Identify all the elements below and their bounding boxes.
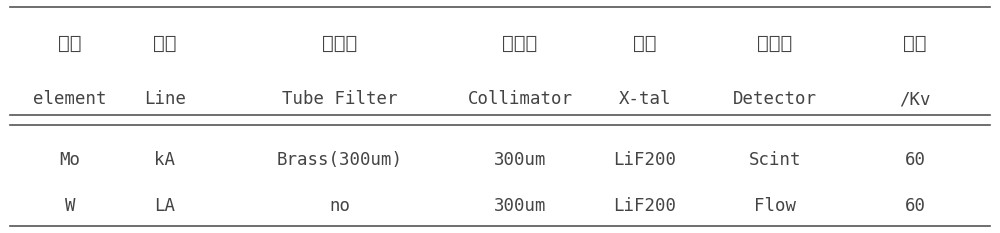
Text: Mo: Mo [60, 151, 80, 169]
Text: 300um: 300um [494, 151, 546, 169]
Text: 检测器: 检测器 [757, 34, 793, 53]
Text: 电压: 电压 [903, 34, 927, 53]
Text: 300um: 300um [494, 197, 546, 215]
Text: 晶体: 晶体 [633, 34, 657, 53]
Text: 60: 60 [904, 151, 926, 169]
Text: Flow: Flow [754, 197, 796, 215]
Text: Tube Filter: Tube Filter [282, 90, 398, 108]
Text: /Kv: /Kv [899, 90, 931, 108]
Text: Detector: Detector [733, 90, 817, 108]
Text: Brass(300um): Brass(300um) [277, 151, 403, 169]
Text: LiF200: LiF200 [614, 151, 676, 169]
Text: LA: LA [154, 197, 176, 215]
Text: kA: kA [154, 151, 176, 169]
Text: X-tal: X-tal [619, 90, 671, 108]
Text: Collimator: Collimator [468, 90, 572, 108]
Text: W: W [65, 197, 75, 215]
Text: 准直器: 准直器 [502, 34, 538, 53]
Text: 元素: 元素 [58, 34, 82, 53]
Text: 滤光片: 滤光片 [322, 34, 358, 53]
Text: Line: Line [144, 90, 186, 108]
Text: 60: 60 [904, 197, 926, 215]
Text: Scint: Scint [749, 151, 801, 169]
Text: no: no [330, 197, 351, 215]
Text: LiF200: LiF200 [614, 197, 676, 215]
Text: 线系: 线系 [153, 34, 177, 53]
Text: element: element [33, 90, 107, 108]
